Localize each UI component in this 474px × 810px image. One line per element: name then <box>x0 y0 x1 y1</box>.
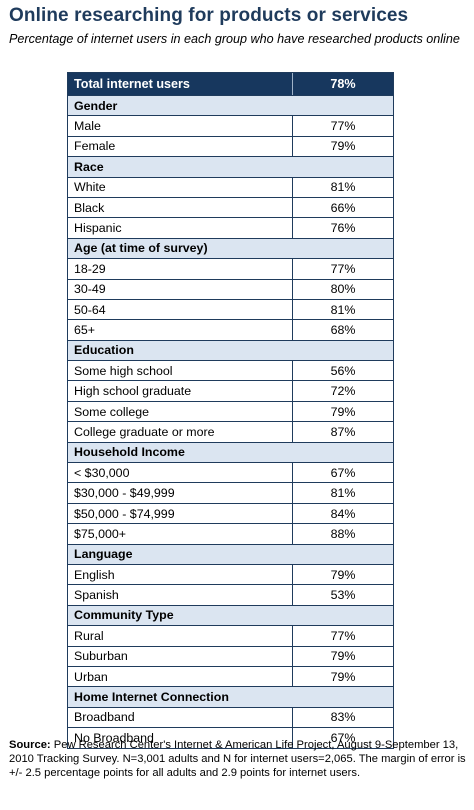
group-label: Language <box>68 544 393 565</box>
table-row: < $30,000 67% <box>68 462 393 484</box>
data-table: Total internet users 78% Gender Male 77% Fe… <box>67 72 394 749</box>
page-subtitle: Percentage of internet users in each gro… <box>9 32 460 46</box>
source-note: Source: Pew Research Center's Internet &… <box>9 738 467 781</box>
table-row: 50-64 81% <box>68 299 393 321</box>
source-label: Source: <box>9 739 51 751</box>
table-header-row: Total internet users 78% <box>68 73 393 96</box>
table-row: $50,000 - $74,999 84% <box>68 503 393 525</box>
group-header-row: Gender <box>68 95 393 117</box>
row-label: Urban <box>68 666 293 688</box>
header-value: 78% <box>292 73 393 96</box>
row-label: No Broadband <box>74 730 154 745</box>
table-row: 30-49 80% <box>68 279 393 300</box>
table-row: Hispanic 76% <box>68 217 393 239</box>
table-row: College graduate or more 87% <box>68 421 393 443</box>
row-label: $75,000+ <box>68 523 293 545</box>
row-value: 83% <box>292 707 393 729</box>
group-label: Education <box>68 340 393 362</box>
table-row: Male 77% <box>68 115 393 137</box>
group-header-row: Age (at time of survey) <box>68 238 393 260</box>
row-value: 77% <box>292 115 393 137</box>
group-label: Home Internet Connection <box>68 686 393 708</box>
source-text: Pew Research Center's Internet & America… <box>9 739 466 780</box>
row-value: 88% <box>292 523 393 545</box>
row-value: 53% <box>292 584 393 606</box>
row-value: 79% <box>292 136 393 158</box>
row-value: 81% <box>292 482 393 504</box>
row-value: 68% <box>292 319 393 341</box>
group-header-row: Race <box>68 156 393 178</box>
row-label: Female <box>68 136 293 158</box>
row-label: Male <box>68 115 293 137</box>
row-value: 66% <box>292 197 393 219</box>
table-row: Some college 79% <box>68 401 393 423</box>
row-label: Black <box>68 197 293 219</box>
table-row: $30,000 - $49,999 81% <box>68 482 393 504</box>
row-label: $50,000 - $74,999 <box>68 503 293 525</box>
row-value: 77% <box>292 625 393 647</box>
table-row: Some high school 56% <box>68 360 393 382</box>
row-value: 77% <box>292 258 393 280</box>
table-row: Urban 79% <box>68 666 393 688</box>
row-label: 65+ <box>68 319 293 341</box>
group-label: Community Type <box>68 605 393 627</box>
table-row: Broadband 83% <box>68 707 393 729</box>
table-row: $75,000+ 88% <box>68 523 393 545</box>
header-label: Total internet users <box>68 73 293 96</box>
row-label: 18-29 <box>68 258 293 280</box>
table-row: Suburban 79% <box>68 646 393 667</box>
row-value: 67% <box>292 727 393 748</box>
table-row: Spanish 53% <box>68 584 393 606</box>
row-value: 56% <box>292 360 393 382</box>
group-label: Household Income <box>68 442 393 464</box>
table-row: 65+ 68% <box>68 319 393 341</box>
group-header-row: Home Internet Connection <box>68 686 393 708</box>
group-header-row: Language <box>68 544 393 565</box>
row-label: 50-64 <box>68 299 293 321</box>
row-label: Suburban <box>68 646 293 667</box>
row-label: $30,000 - $49,999 <box>68 482 293 504</box>
row-label: 30-49 <box>68 279 293 300</box>
group-header-row: Education <box>68 340 393 362</box>
row-label: Broadband <box>68 707 293 729</box>
row-value: 72% <box>292 380 393 402</box>
group-label: Age (at time of survey) <box>68 238 393 260</box>
row-label: Rural <box>68 625 293 647</box>
row-value: 67% <box>292 462 393 484</box>
group-header-row: Community Type <box>68 605 393 627</box>
row-value: 87% <box>292 421 393 443</box>
row-label: Some college <box>68 401 293 423</box>
row-label: Hispanic <box>68 217 293 239</box>
group-header-row: Household Income <box>68 442 393 464</box>
group-label: Gender <box>68 95 393 117</box>
table-row: White 81% <box>68 177 393 198</box>
row-value: 81% <box>292 177 393 198</box>
row-label: High school graduate <box>68 380 293 402</box>
row-value: 81% <box>292 299 393 321</box>
row-label: College graduate or more <box>68 421 293 443</box>
row-value: 79% <box>292 666 393 688</box>
row-label: English <box>68 564 293 586</box>
row-label: Spanish <box>68 584 293 606</box>
row-label: White <box>68 177 293 198</box>
table-row: No Broadband 67% <box>68 727 393 748</box>
table-row: Rural 77% <box>68 625 393 647</box>
page-title: Online researching for products or servi… <box>9 5 409 26</box>
group-label: Race <box>68 156 393 178</box>
row-value: 84% <box>292 503 393 525</box>
table-row: Female 79% <box>68 136 393 158</box>
table-row: High school graduate 72% <box>68 380 393 402</box>
table-row: 18-29 77% <box>68 258 393 280</box>
table-row: English 79% <box>68 564 393 586</box>
row-value: 79% <box>292 401 393 423</box>
table-row: Black 66% <box>68 197 393 219</box>
row-label: Some high school <box>68 360 293 382</box>
row-value: 79% <box>292 564 393 586</box>
row-value: 76% <box>292 217 393 239</box>
row-value: 80% <box>292 279 393 300</box>
row-label: < $30,000 <box>68 462 293 484</box>
row-value: 79% <box>292 646 393 667</box>
